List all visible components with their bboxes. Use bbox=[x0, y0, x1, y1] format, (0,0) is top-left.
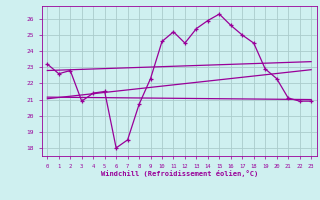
X-axis label: Windchill (Refroidissement éolien,°C): Windchill (Refroidissement éolien,°C) bbox=[100, 170, 258, 177]
